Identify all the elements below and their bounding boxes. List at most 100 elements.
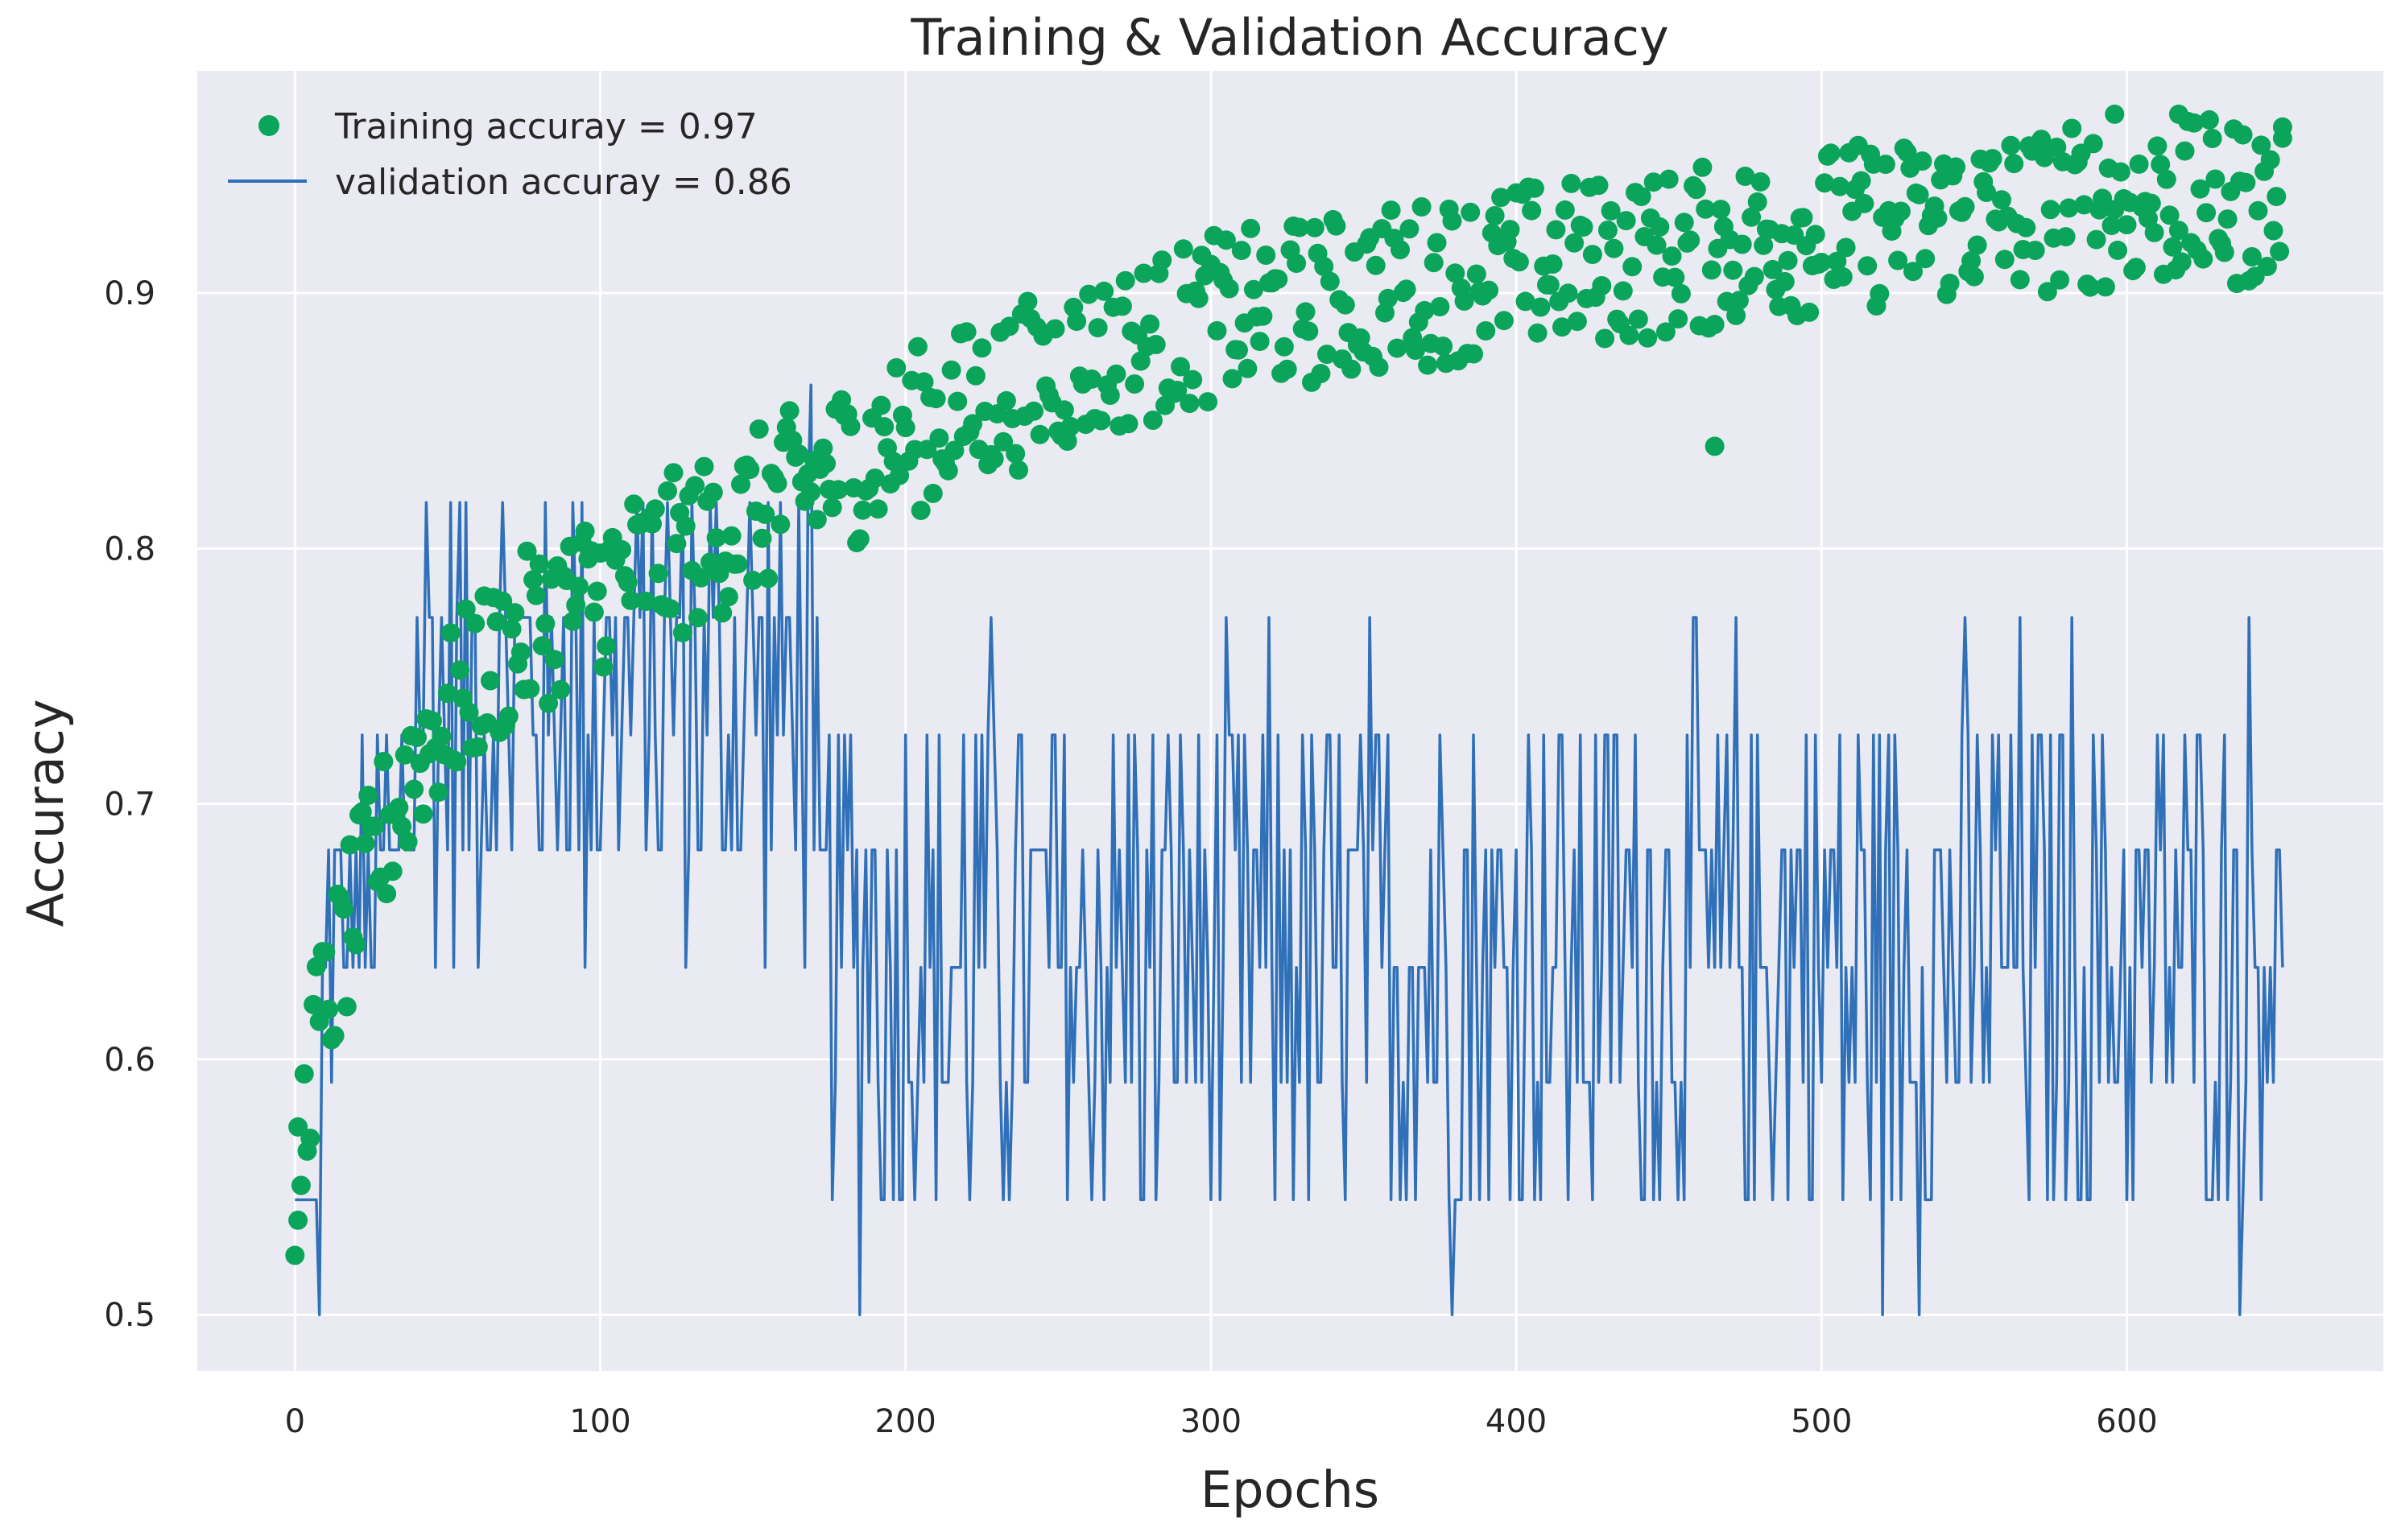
training-point xyxy=(1524,178,1544,198)
training-point xyxy=(1424,253,1444,273)
training-point xyxy=(1378,288,1398,308)
training-point xyxy=(1701,260,1721,280)
training-point xyxy=(1775,271,1795,291)
training-point xyxy=(1555,200,1575,220)
training-point xyxy=(1744,266,1764,287)
training-point xyxy=(871,395,891,415)
x-tick-label: 300 xyxy=(1180,1403,1242,1440)
training-point xyxy=(563,611,583,631)
training-point xyxy=(1854,193,1874,213)
training-point xyxy=(1833,266,1853,287)
training-point xyxy=(340,835,360,855)
training-point xyxy=(2050,270,2070,290)
training-point xyxy=(324,1026,345,1046)
training-point xyxy=(1216,230,1236,250)
training-point xyxy=(1006,444,1026,464)
training-point xyxy=(874,417,895,437)
training-point xyxy=(1335,295,1355,315)
x-tick-label: 200 xyxy=(875,1403,936,1440)
training-point xyxy=(1024,401,1043,421)
training-point xyxy=(468,737,488,757)
training-point xyxy=(1592,276,1612,295)
training-point xyxy=(597,636,617,656)
training-point xyxy=(728,554,748,574)
legend-label-training: Training accuray = 0.97 xyxy=(334,106,758,147)
training-point xyxy=(2062,118,2082,138)
training-point xyxy=(1115,270,1135,291)
training-point xyxy=(1522,200,1542,221)
training-point xyxy=(2217,209,2238,229)
training-point xyxy=(1140,314,1160,334)
training-point xyxy=(1057,431,1077,451)
training-point xyxy=(1146,335,1166,354)
training-point xyxy=(1418,355,1438,375)
training-point xyxy=(1531,297,1551,317)
training-point xyxy=(1134,263,1154,283)
training-point xyxy=(2105,104,2125,124)
training-point xyxy=(1705,315,1725,335)
training-point xyxy=(1250,332,1270,352)
training-point xyxy=(1079,284,1099,304)
training-point xyxy=(517,541,537,561)
training-point xyxy=(352,802,372,822)
training-point xyxy=(1188,288,1209,308)
training-point xyxy=(1891,201,1911,221)
training-point xyxy=(1692,157,1713,177)
training-point xyxy=(294,1064,314,1084)
training-point xyxy=(963,414,983,434)
training-point xyxy=(398,832,418,852)
training-point xyxy=(1067,312,1087,332)
training-point xyxy=(1231,241,1251,261)
training-point xyxy=(1430,297,1450,316)
training-point xyxy=(1207,320,1227,341)
training-point xyxy=(1622,257,1643,277)
training-point xyxy=(624,494,644,514)
training-point xyxy=(1589,175,1609,196)
training-point xyxy=(2083,134,2103,154)
training-point xyxy=(1198,392,1218,412)
training-point xyxy=(1433,336,1453,357)
training-point xyxy=(1546,220,1566,240)
training-point xyxy=(691,568,711,588)
training-point xyxy=(1274,336,1294,357)
training-point xyxy=(2257,257,2277,276)
training-point xyxy=(523,570,543,590)
training-point xyxy=(1595,328,1615,349)
training-point xyxy=(1912,151,1932,171)
training-point xyxy=(346,935,366,955)
training-point xyxy=(994,431,1014,452)
training-point xyxy=(1082,369,1101,389)
x-tick-label: 0 xyxy=(285,1403,305,1440)
training-point xyxy=(1662,246,1682,266)
training-point xyxy=(1277,359,1297,379)
training-point xyxy=(364,816,384,836)
training-point xyxy=(721,526,742,546)
training-point xyxy=(1406,341,1425,360)
training-point xyxy=(2126,258,2146,278)
training-point xyxy=(2248,200,2268,221)
training-point xyxy=(1977,183,1997,202)
training-point xyxy=(2010,270,2030,290)
training-point xyxy=(1415,300,1435,320)
training-point xyxy=(498,706,519,726)
training-point xyxy=(337,997,357,1017)
training-point xyxy=(2236,172,2256,192)
training-point xyxy=(929,428,949,448)
training-point xyxy=(1992,190,2011,210)
training-point xyxy=(688,608,708,628)
training-point xyxy=(334,899,353,919)
training-point xyxy=(789,444,808,464)
training-point xyxy=(1705,436,1725,456)
training-point xyxy=(1994,250,2015,270)
training-point xyxy=(1726,305,1746,325)
training-point xyxy=(2270,242,2290,262)
training-point xyxy=(2110,162,2130,182)
training-point xyxy=(1800,302,1820,322)
training-point xyxy=(355,833,375,853)
training-point xyxy=(1466,264,1486,284)
training-point xyxy=(868,499,888,519)
training-point xyxy=(1582,245,1602,265)
training-point xyxy=(672,622,692,642)
training-point xyxy=(2129,154,2149,174)
